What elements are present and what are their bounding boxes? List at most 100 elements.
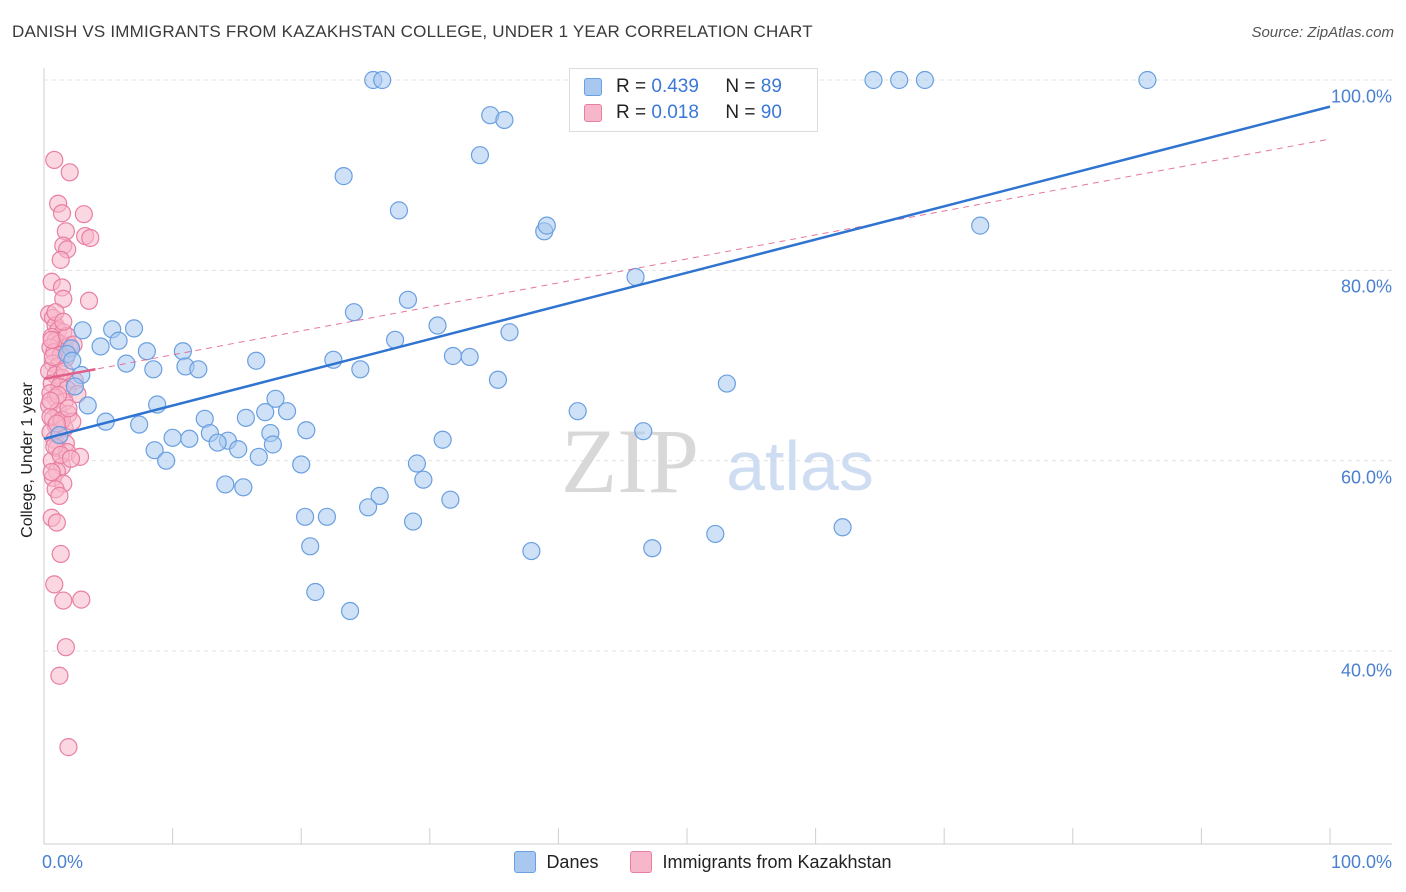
data-point (626, 267, 645, 287)
data-point (54, 312, 73, 331)
data-point (216, 475, 235, 494)
trend-lines (43, 105, 1331, 440)
data-point (537, 216, 556, 235)
danes-swatch (584, 78, 602, 96)
legend-item-danes[interactable]: Danes (514, 851, 598, 873)
data-point (344, 303, 364, 322)
data-point (706, 524, 725, 544)
data-point (340, 601, 360, 621)
data-point (500, 323, 519, 342)
stats-row-kazakhstan: R = 0.018 N = 90 (584, 101, 782, 125)
data-point (890, 70, 909, 90)
data-point (60, 163, 79, 182)
data-point (864, 70, 883, 90)
data-point (971, 216, 990, 235)
data-point (433, 430, 452, 449)
series-kazakhstan-points (40, 150, 100, 757)
data-point (173, 342, 192, 361)
data-point (52, 204, 72, 223)
data-point (292, 455, 311, 474)
data-point (72, 590, 91, 609)
legend-kazakhstan-label: Immigrants from Kazakhstan (662, 851, 892, 872)
kazakhstan-r-value: 0.018 (651, 102, 699, 123)
data-point (59, 399, 78, 418)
data-point (568, 402, 587, 421)
kazakhstan-r-label: R = (616, 102, 647, 123)
data-point (389, 201, 409, 220)
data-point (495, 110, 514, 130)
trend-line-kazakhstan (43, 138, 1331, 380)
data-point (65, 377, 84, 396)
data-point (488, 370, 508, 389)
data-point (42, 330, 61, 349)
data-point (634, 422, 653, 441)
data-point (351, 360, 370, 379)
data-point (145, 441, 164, 460)
data-point (370, 486, 389, 505)
data-point (236, 408, 256, 427)
data-point (414, 470, 433, 489)
data-point (833, 518, 852, 537)
data-point (41, 391, 60, 410)
y-tick-label: 80.0% (1340, 276, 1392, 297)
data-point (73, 321, 92, 340)
data-point (249, 447, 268, 466)
data-point (915, 70, 935, 90)
data-point (295, 507, 315, 526)
legend-item-kazakhstan[interactable]: Immigrants from Kazakhstan (630, 851, 892, 873)
data-point (91, 337, 110, 356)
data-point (643, 539, 662, 558)
data-point (403, 512, 423, 531)
data-point (45, 575, 64, 594)
data-point (297, 421, 316, 440)
series-danes-points (50, 70, 1157, 621)
data-point (208, 433, 227, 452)
legend-kazakhstan-swatch (630, 851, 653, 873)
data-point (157, 451, 176, 470)
data-point (74, 205, 93, 224)
trend-line-danes (43, 105, 1331, 440)
legend-danes-label: Danes (546, 851, 599, 872)
data-point (470, 146, 490, 165)
data-point (306, 582, 325, 602)
watermark: ZIP atlas (561, 410, 874, 512)
data-point (263, 435, 283, 454)
legend-danes-swatch (514, 851, 537, 873)
data-point (117, 354, 136, 373)
data-point (47, 513, 66, 532)
data-point (407, 454, 427, 473)
gridlines (44, 79, 1392, 652)
data-point (373, 70, 392, 90)
watermark-atlas: atlas (726, 427, 874, 505)
y-tick-label: 60.0% (1340, 467, 1392, 488)
danes-r-label: R = (616, 76, 647, 97)
kazakhstan-n-value: 90 (760, 102, 782, 123)
data-point (247, 351, 266, 370)
data-point (256, 403, 275, 422)
data-point (522, 541, 541, 561)
source-label: Source: ZipAtlas.com (1251, 24, 1394, 41)
data-point (358, 498, 378, 517)
data-point (301, 537, 320, 556)
y-tick-label: 40.0% (1340, 660, 1392, 681)
stats-box: R = 0.439 N = 89 R = 0.018 N = 90 (569, 68, 818, 132)
data-point (266, 389, 285, 408)
data-point (460, 347, 479, 367)
data-point (78, 396, 97, 415)
data-point (317, 507, 337, 526)
data-point (163, 428, 182, 447)
data-point (59, 738, 78, 757)
data-point (189, 360, 208, 379)
data-point (54, 591, 73, 610)
chart-title: DANISH VS IMMIGRANTS FROM KAZAKHSTAN COL… (12, 22, 813, 41)
data-point (180, 429, 199, 448)
data-point (109, 331, 128, 350)
stats-row-danes: R = 0.439 N = 89 (584, 75, 782, 99)
watermark-zip: ZIP (561, 410, 699, 512)
kazakhstan-swatch (584, 104, 602, 122)
data-point (42, 462, 61, 482)
data-point (441, 490, 460, 509)
data-point (334, 167, 353, 186)
data-point (45, 150, 64, 170)
